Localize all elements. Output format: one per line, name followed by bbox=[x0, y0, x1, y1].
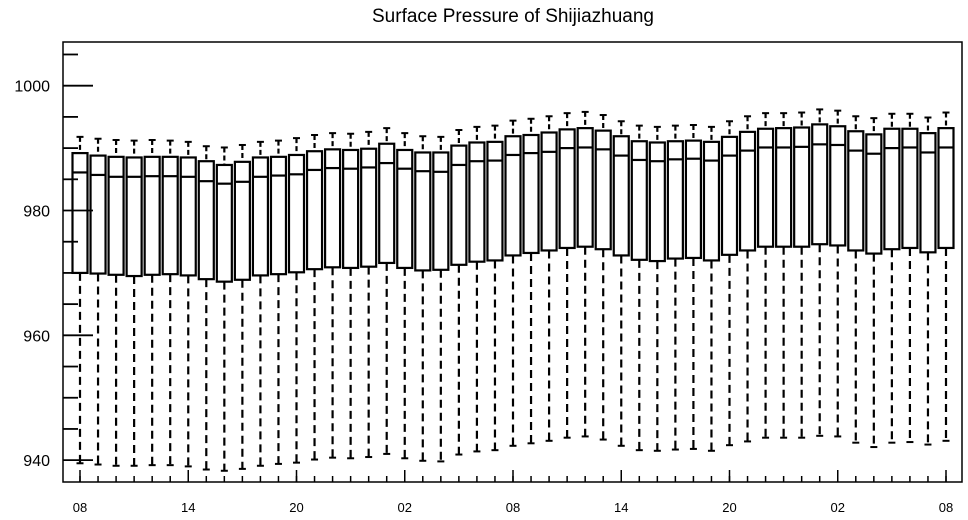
box-26 bbox=[540, 131, 558, 252]
box-9 bbox=[233, 160, 251, 281]
box-14 bbox=[323, 148, 342, 269]
box-16 bbox=[360, 147, 378, 268]
box-19 bbox=[414, 151, 432, 272]
x-tick-label-6: 20 bbox=[722, 500, 736, 515]
box-29 bbox=[594, 129, 612, 251]
x-axis: 08 14 20 02 08 14 20 02 08 bbox=[73, 470, 953, 515]
boxes-group bbox=[71, 123, 955, 283]
box-25 bbox=[522, 133, 540, 255]
box-2 bbox=[107, 155, 125, 276]
box-13 bbox=[305, 150, 324, 271]
box-36 bbox=[720, 135, 739, 256]
box-42 bbox=[829, 125, 847, 247]
box-32 bbox=[648, 141, 666, 263]
y-axis: 940 960 980 1000 bbox=[14, 53, 93, 470]
box-31 bbox=[630, 140, 648, 261]
box-4 bbox=[143, 155, 161, 276]
box-17 bbox=[378, 142, 396, 265]
box-3 bbox=[125, 156, 143, 278]
box-33 bbox=[666, 140, 684, 260]
box-20 bbox=[432, 151, 450, 271]
x-tick-label-1: 14 bbox=[181, 500, 195, 515]
x-tick-label-8: 08 bbox=[939, 500, 953, 515]
box-39 bbox=[775, 127, 793, 248]
box-43 bbox=[847, 130, 865, 252]
box-0 bbox=[71, 151, 89, 275]
box-45 bbox=[883, 127, 901, 251]
y-tick-label-960: 960 bbox=[23, 328, 50, 345]
box-7 bbox=[197, 160, 215, 281]
x-tick-label-0: 08 bbox=[73, 500, 87, 515]
x-tick-label-2: 20 bbox=[289, 500, 303, 515]
box-41 bbox=[811, 123, 829, 246]
box-27 bbox=[558, 128, 576, 250]
box-34 bbox=[684, 139, 703, 260]
box-30 bbox=[612, 135, 630, 257]
box-10 bbox=[251, 156, 270, 277]
box-46 bbox=[901, 127, 919, 250]
box-38 bbox=[756, 127, 775, 248]
box-40 bbox=[793, 126, 811, 248]
x-tick-label-3: 02 bbox=[398, 500, 412, 515]
box-18 bbox=[396, 148, 414, 270]
box-44 bbox=[865, 133, 883, 255]
box-37 bbox=[738, 130, 757, 252]
box-15 bbox=[342, 148, 360, 270]
box-24 bbox=[504, 135, 522, 257]
x-tick-label-4: 08 bbox=[506, 500, 520, 515]
box-35 bbox=[702, 140, 721, 262]
box-11 bbox=[269, 155, 288, 276]
box-48 bbox=[937, 127, 955, 250]
whiskers-group bbox=[76, 108, 950, 472]
box-6 bbox=[179, 156, 197, 277]
box-21 bbox=[450, 144, 468, 266]
box-22 bbox=[468, 141, 486, 263]
box-47 bbox=[919, 132, 937, 254]
box-23 bbox=[486, 140, 504, 262]
y-tick-label-940: 940 bbox=[23, 453, 50, 470]
y-tick-label-980: 980 bbox=[23, 204, 50, 221]
box-1 bbox=[89, 154, 107, 275]
box-8 bbox=[215, 163, 233, 283]
y-tick-label-1000: 1000 bbox=[14, 79, 50, 96]
chart-title: Surface Pressure of Shijiazhuang bbox=[372, 6, 654, 27]
x-tick-label-7: 02 bbox=[831, 500, 845, 515]
box-5 bbox=[161, 155, 179, 276]
x-tick-label-5: 14 bbox=[614, 500, 628, 515]
box-12 bbox=[287, 153, 306, 274]
box-28 bbox=[576, 127, 594, 248]
